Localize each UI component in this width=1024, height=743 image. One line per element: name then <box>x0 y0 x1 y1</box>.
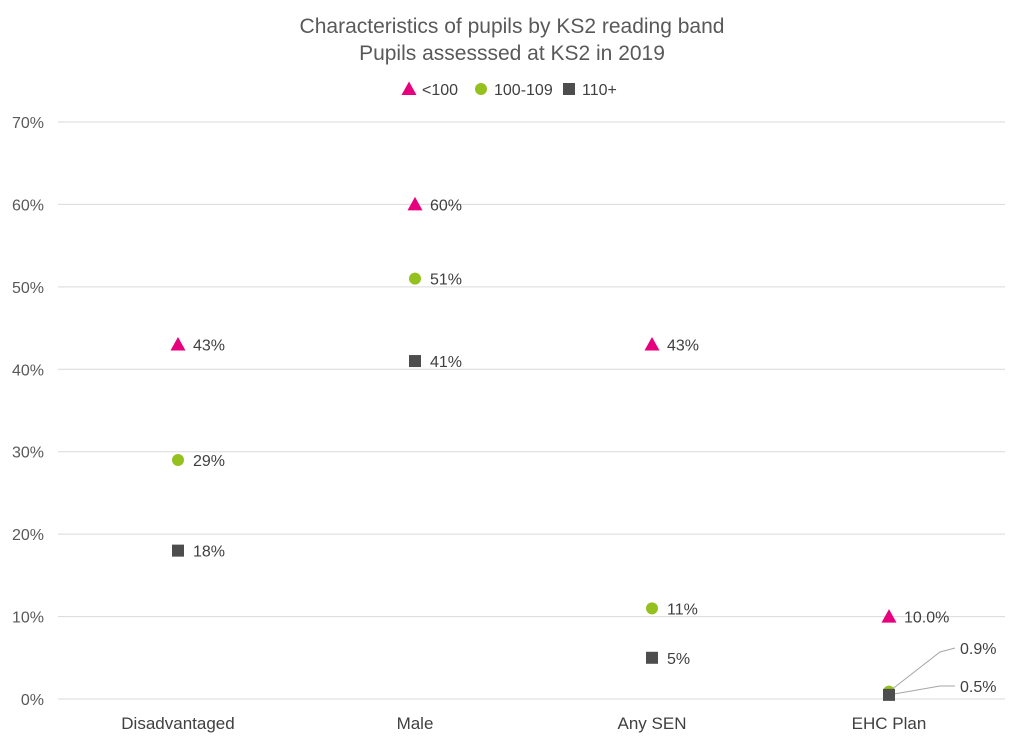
data-point <box>409 272 421 285</box>
data-label: 41% <box>430 354 462 371</box>
y-tick-label: 20% <box>12 527 44 544</box>
data-point <box>646 651 658 664</box>
y-tick-label: 40% <box>12 362 44 379</box>
legend-label: 110+ <box>582 82 617 99</box>
data-points: 43% 60% 43% 10.0% 29% 51% 11% 0.9% 18% 41% 5% 0.5% <box>170 196 996 701</box>
data-point <box>170 337 186 351</box>
data-point <box>407 196 423 211</box>
data-point <box>172 544 184 557</box>
leader-lines <box>888 647 956 696</box>
chart-subtitle: Pupils assesssed at KS2 in 2019 <box>359 42 665 65</box>
data-point <box>172 453 184 466</box>
x-axis: Disadvantaged Male Any SEN EHC Plan <box>121 714 926 733</box>
data-label: 43% <box>193 338 225 355</box>
legend: <100 100-109 110+ <box>401 81 617 99</box>
data-label: 18% <box>193 544 225 561</box>
data-label: 0.9% <box>960 641 996 658</box>
legend-marker <box>563 83 575 95</box>
data-point <box>644 337 660 351</box>
y-tick-label: 70% <box>12 115 44 132</box>
data-point <box>409 355 421 368</box>
y-tick-label: 50% <box>12 280 44 297</box>
data-label: 51% <box>430 272 462 289</box>
y-tick-label: 30% <box>12 445 44 462</box>
data-label: 0.5% <box>960 679 996 696</box>
legend-marker <box>401 81 417 95</box>
x-tick-label: Disadvantaged <box>121 714 234 733</box>
legend-marker <box>475 83 487 95</box>
y-axis: 0% 10% 20% 30% 40% 50% 60% 70% <box>12 115 44 709</box>
leader-line <box>888 685 955 696</box>
y-tick-label: 0% <box>21 692 44 709</box>
x-tick-label: EHC Plan <box>852 714 927 733</box>
x-tick-label: Male <box>397 714 434 733</box>
legend-label: <100 <box>422 82 458 99</box>
gridlines <box>58 121 1005 700</box>
leader-line <box>888 647 956 692</box>
data-label: 10.0% <box>904 610 949 627</box>
data-point <box>881 609 897 623</box>
data-label: 29% <box>193 453 225 470</box>
data-label: 11% <box>667 601 698 618</box>
x-tick-label: Any SEN <box>618 714 687 733</box>
legend-label: 100-109 <box>494 82 553 99</box>
data-label: 43% <box>667 338 699 355</box>
data-label: 5% <box>667 651 690 668</box>
data-point <box>646 602 658 615</box>
y-tick-label: 10% <box>12 610 44 627</box>
chart-title: Characteristics of pupils by KS2 reading… <box>300 15 725 38</box>
data-label: 60% <box>430 197 462 214</box>
y-tick-label: 60% <box>12 197 44 214</box>
data-point <box>883 688 895 701</box>
